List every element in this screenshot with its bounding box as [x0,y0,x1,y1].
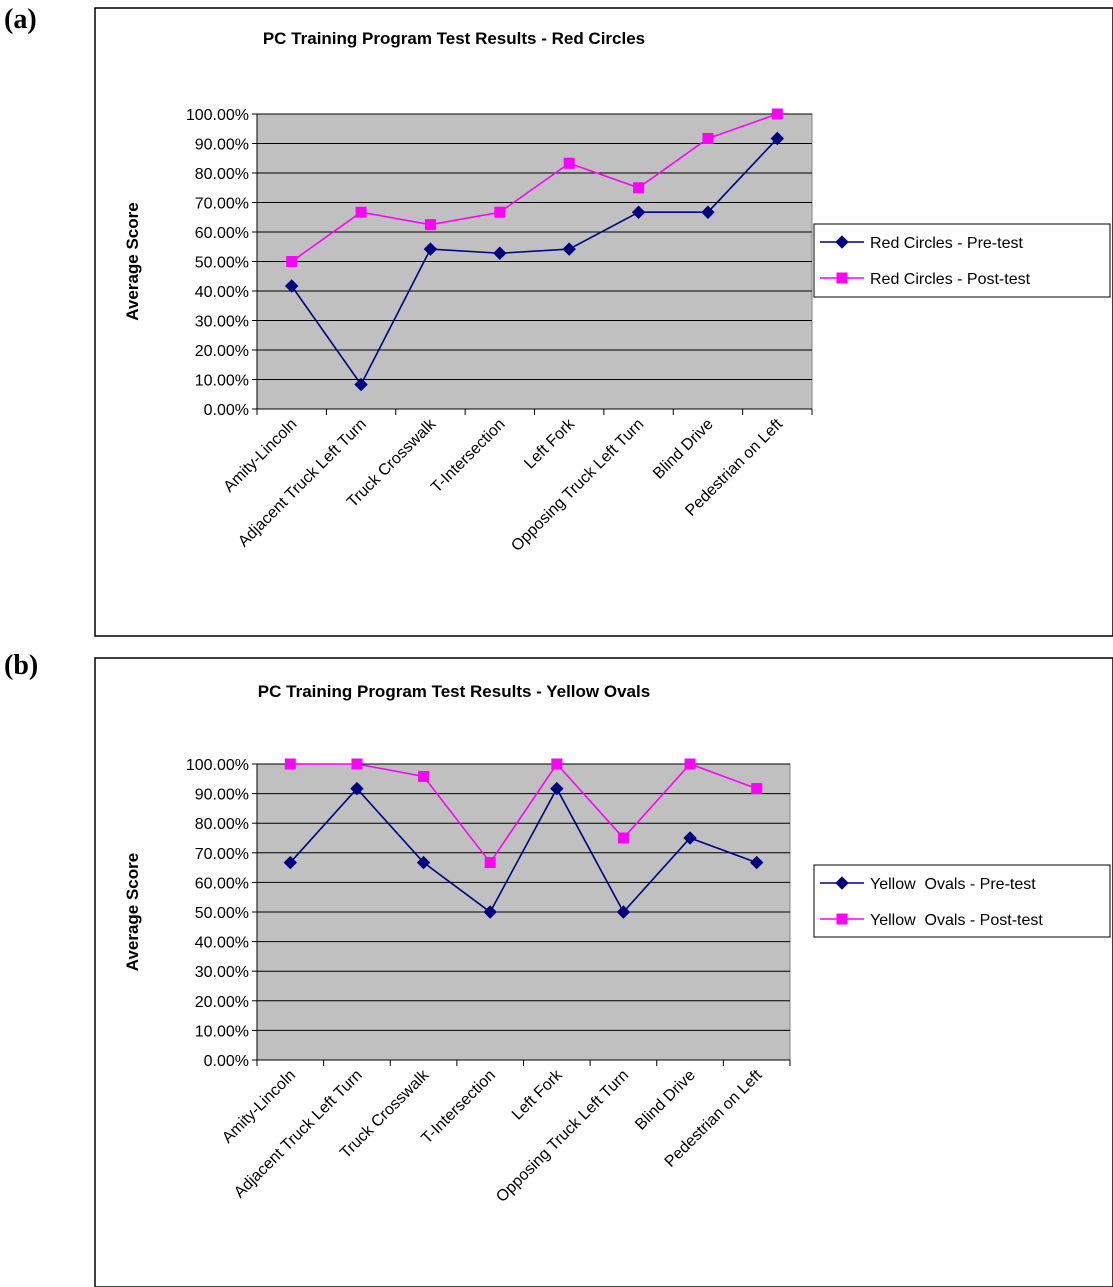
data-point-post-test [424,219,436,231]
data-point-post-test [771,108,783,120]
data-point-post-test [617,832,629,844]
data-point-post-test [484,857,496,869]
data-point-post-test [494,206,506,218]
data-point-post-test [702,132,714,144]
data-point-pre-test [616,905,631,919]
legend-label: Red Circles - Pre-test [870,235,1023,252]
chart-yellow-ovals: PC Training Program Test Results - Yello… [94,657,1113,1287]
y-tick-label: 90.00% [195,137,249,154]
legend [813,223,1111,298]
data-point-post-test [284,758,296,770]
y-tick-label: 80.00% [195,816,249,833]
panel-label-a: (a) [4,4,37,35]
series-line-pre-test [291,137,778,387]
data-point-pre-test [562,242,576,256]
data-point-pre-test [483,905,497,919]
y-tick-label: 40.00% [195,284,249,301]
data-point-pre-test [350,781,364,796]
y-tick-label: 50.00% [195,905,249,922]
y-tick-label: 10.00% [195,1023,249,1040]
data-point-pre-test [550,781,564,796]
chart-title: PC Training Program Test Results - Red C… [263,29,645,48]
legend-swatch-marker [836,272,848,284]
y-tick-label: 80.00% [195,166,249,183]
legend-swatch-marker [835,235,849,249]
legend-label: Yellow Ovals - Post-test [870,912,1043,929]
series-line-pre-test [289,786,757,914]
data-point-post-test [751,783,763,795]
data-point-post-test [551,758,563,770]
y-axis-label: Average Score [123,853,142,971]
legend-swatch-marker [836,913,848,925]
legend-label: Red Circles - Post-test [870,271,1031,288]
chart-red-circles: PC Training Program Test Results - Red C… [94,7,1113,637]
legend-swatch-marker [835,876,849,890]
y-tick-label: 20.00% [195,994,249,1011]
y-tick-label: 90.00% [195,787,249,804]
series-line-post-test [290,762,757,864]
y-tick-label: 40.00% [195,935,249,952]
data-point-post-test [286,256,298,267]
data-point-post-test [418,770,430,782]
y-tick-label: 0.00% [204,1053,249,1070]
y-tick-label: 0.00% [204,402,249,419]
y-axis-label: Average Score [123,202,142,320]
data-point-pre-test [283,855,298,870]
y-tick-label: 10.00% [195,373,249,390]
data-point-post-test [563,157,575,169]
data-point-pre-test [284,279,299,293]
y-tick-label: 30.00% [195,964,249,981]
data-point-pre-test [354,377,368,392]
data-point-post-test [633,182,645,194]
data-point-pre-test [423,242,438,256]
legend-label: Yellow Ovals - Pre-test [870,876,1036,893]
y-tick-label: 70.00% [195,846,249,863]
y-tick-label: 20.00% [195,343,249,360]
panel-label-b: (b) [4,650,39,681]
data-point-pre-test [701,205,715,219]
y-tick-label: 30.00% [195,314,249,331]
series-line-post-test [291,113,778,263]
y-tick-label: 100.00% [186,107,249,124]
data-point-pre-test [631,205,646,219]
y-tick-label: 70.00% [195,196,249,213]
data-point-post-test [351,758,363,770]
y-tick-label: 60.00% [195,225,249,242]
y-tick-label: 50.00% [195,255,249,272]
y-tick-label: 60.00% [195,875,249,892]
data-point-pre-test [493,246,507,260]
data-point-pre-test [749,855,764,870]
data-point-post-test [355,206,367,218]
data-point-pre-test [683,831,697,845]
y-tick-label: 100.00% [186,757,249,774]
data-point-pre-test [770,131,785,146]
legend [813,864,1111,938]
data-point-post-test [684,758,696,770]
data-point-pre-test [416,855,431,870]
chart-title: PC Training Program Test Results - Yello… [258,682,650,701]
